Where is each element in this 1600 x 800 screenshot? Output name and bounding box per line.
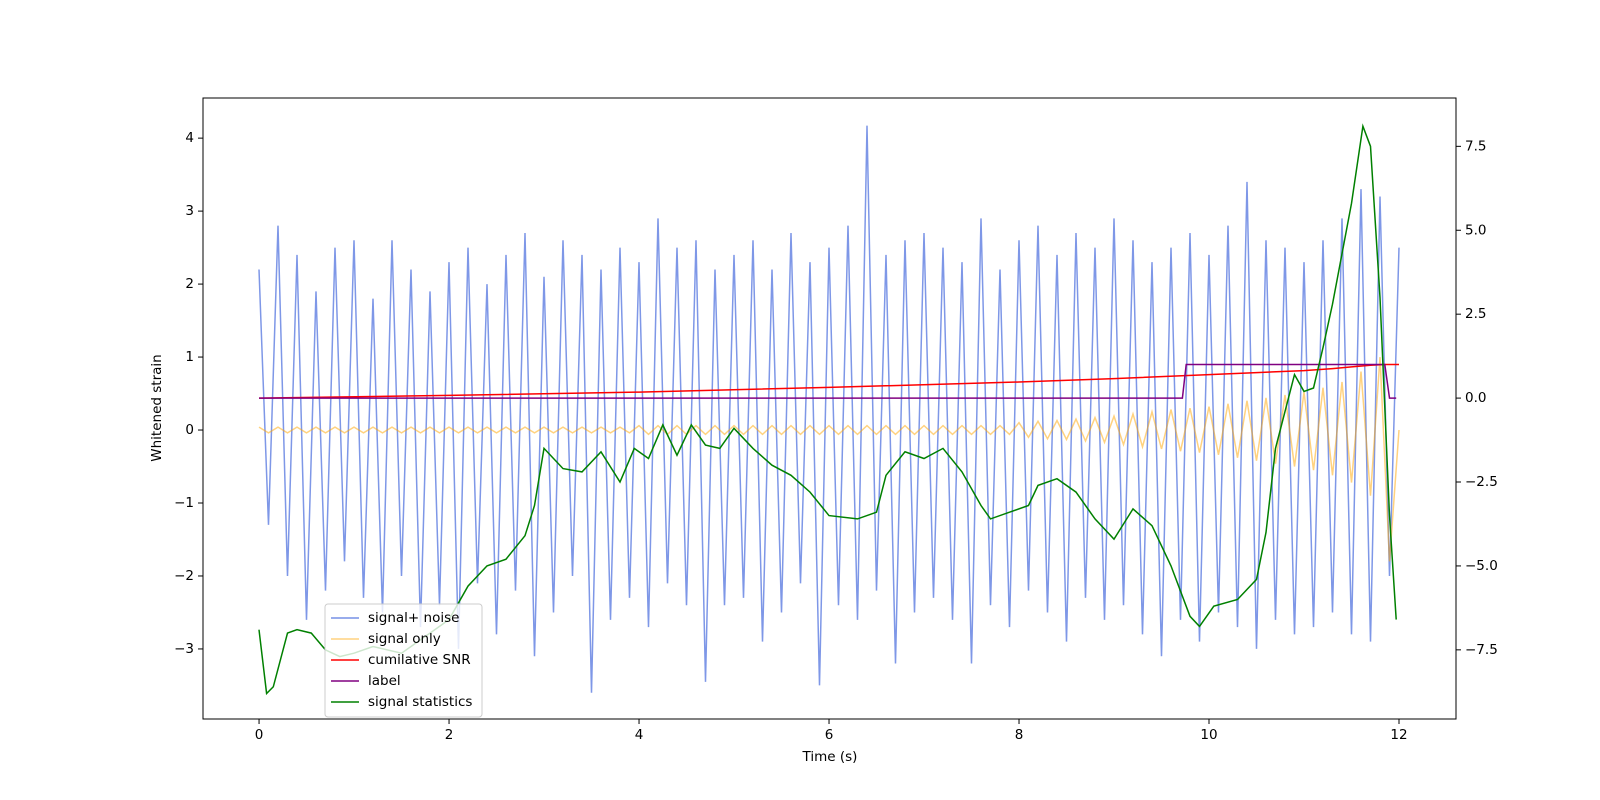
x-tick-label: 0 (255, 727, 264, 743)
y-axis-label: Whitened strain (149, 354, 165, 461)
y-tick-label: 0 (185, 422, 194, 438)
series-line (258, 125, 1400, 693)
legend-label: cumilative SNR (368, 652, 471, 668)
legend-label: signal only (368, 631, 441, 647)
legend-box (324, 603, 483, 718)
legend-label: signal statistics (368, 694, 472, 710)
y2-tick-label: −2.5 (1465, 474, 1498, 490)
y-tick-label: 2 (185, 276, 194, 292)
y2-tick-label: −5.0 (1465, 558, 1498, 574)
x-tick-label: 10 (1200, 727, 1217, 743)
y2-tick-label: 5.0 (1465, 222, 1486, 238)
x-tick-label: 8 (1015, 727, 1024, 743)
series-line (259, 363, 1397, 399)
y2-tick-label: 7.5 (1465, 138, 1486, 154)
x-axis-label: Time (s) (802, 749, 858, 765)
x-tick-label: 2 (445, 727, 454, 743)
y-tick-label: −1 (174, 495, 194, 511)
legend-label: label (368, 673, 401, 689)
y2-tick-label: −7.5 (1465, 642, 1498, 658)
legend-label: signal+ noise (368, 610, 459, 626)
y-tick-label: −2 (174, 568, 194, 584)
y-tick-label: 4 (185, 130, 194, 146)
y-tick-label: 3 (185, 203, 194, 219)
y2-tick-label: 0.0 (1465, 390, 1486, 406)
y-tick-label: 1 (185, 349, 194, 365)
y-tick-label: −3 (174, 641, 194, 657)
series-line (258, 357, 1400, 562)
x-tick-label: 4 (635, 727, 644, 743)
x-tick-label: 6 (825, 727, 834, 743)
x-tick-label: 12 (1390, 727, 1407, 743)
series-line (258, 363, 1399, 399)
y2-tick-label: 2.5 (1465, 306, 1486, 322)
